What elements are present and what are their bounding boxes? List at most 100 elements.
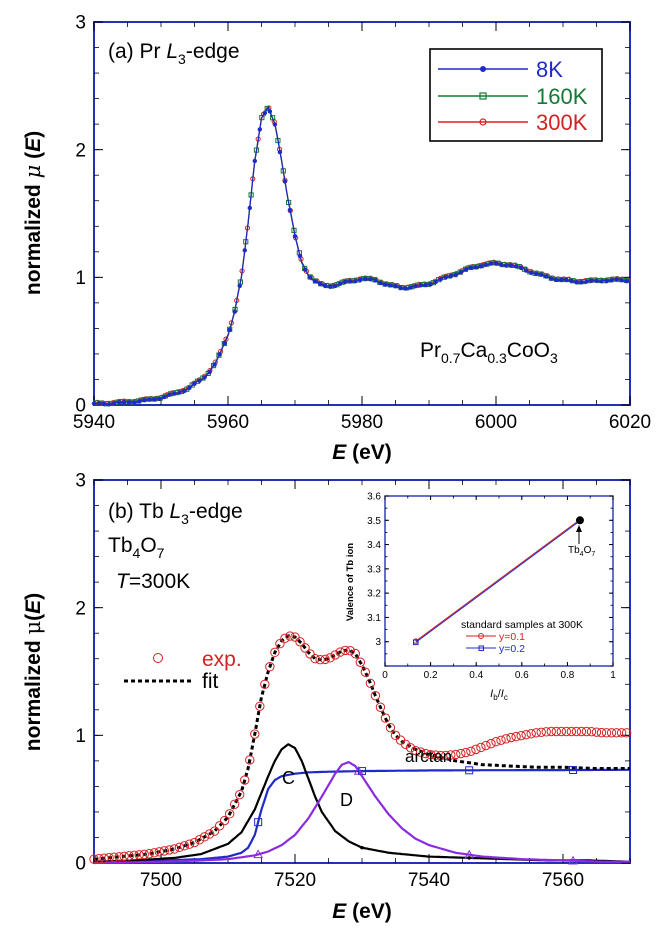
legend-label-300k: 300K [536,110,588,135]
y-tick-label: 0 [75,854,86,875]
data-point-exp [260,679,270,689]
data-point-8k [182,388,187,394]
data-point-exp [179,841,190,851]
data-point-8k [493,261,499,266]
y-tick-label: 3.3 [367,564,381,575]
data-point-d [353,766,364,775]
data-point-exp [194,835,205,845]
inset-chart: 0 0.2 0.4 0.6 0.8 1 3 3.1 3.2 3.3 3.4 3.5 3.6 Valenc… [345,492,616,703]
data-point-8k [458,270,464,275]
panel-a-title: (a) Pr L3-edge [108,40,240,67]
data-point-exp [541,727,551,737]
legend-label-8k: 8K [536,57,563,82]
x-tick-label: 0.4 [469,670,483,681]
data-point-8k [478,264,484,269]
data-point-8k [418,282,423,288]
data-point-exp [275,639,285,649]
data-point-exp [431,750,441,760]
data-point-exp [355,657,366,667]
data-point-8k [413,284,418,289]
data-point-arctan [254,818,263,827]
panel-a-sample-formula: Pr0.7Ca0.3CoO3 [420,339,558,366]
y-tick-label: 2 [75,598,86,619]
data-point-exp [235,789,245,800]
data-point-exp [240,775,250,785]
data-point-8k [513,264,519,269]
data-point-8k [599,278,604,284]
data-point-exp [94,853,104,864]
panel-b-ticks: 7500 7520 7540 7560 0 1 2 3 [75,471,631,891]
data-point-exp [350,648,360,659]
data-point-exp [420,748,431,759]
data-point-8k [267,109,273,114]
data-point-exp [335,647,345,657]
data-point-8k [242,248,247,253]
data-point-8k [302,267,308,272]
data-point-8k [338,281,343,286]
data-point-exp [601,728,612,738]
data-point-exp [506,732,516,743]
data-point-exp [184,839,195,849]
inset-legend-marker-y01 [478,633,484,639]
panel-b-temperature: T=300K [116,570,190,593]
data-point-exp [566,726,577,737]
data-point-8k [232,309,237,314]
data-point-exp [365,678,376,689]
data-point-8k [579,280,584,285]
data-point-8k [137,399,142,404]
data-point-8k [438,276,443,282]
data-point-exp [89,854,99,864]
data-point-exp [531,728,541,738]
data-point-d [253,849,263,859]
legend-marker-300k [479,118,487,126]
data-point-8k [498,262,504,267]
inset-legend-title: standard samples at 300K [461,619,583,631]
annotation-c: C [282,768,295,788]
data-point-exp [571,726,582,737]
legend-label-160k: 160K [536,84,588,109]
data-point-exp [425,749,436,760]
data-point-8k [559,277,564,283]
data-point-exp [551,726,561,737]
data-point-8k [378,280,383,286]
inset-ylabel: Valence of Tb ion [345,543,356,621]
data-point-8k [463,267,469,272]
data-point-8k [549,276,554,281]
data-point-8k [488,261,494,266]
inset-data-point-tb4o7 [575,516,584,525]
data-point-8k [508,263,514,268]
data-point-exp [436,750,446,761]
y-tick-label: 3.2 [367,589,381,600]
data-point-exp [616,728,627,738]
data-point-exp [219,815,230,826]
y-tick-label: 3.6 [367,492,381,503]
legend-marker-8k [480,66,486,72]
data-point-exp [596,727,607,738]
data-point-exp [104,853,114,863]
data-point-exp [265,662,275,672]
data-point-8k [252,158,257,164]
data-point-exp [119,851,129,861]
data-point-8k [353,278,358,284]
data-point-exp [461,747,471,758]
data-point-8k [589,278,594,283]
x-tick-label: 7520 [274,870,316,891]
data-point-8k [534,271,539,277]
data-point-exp [250,729,260,739]
data-point-exp [400,739,411,749]
y-tick-label: 3.4 [367,540,381,551]
x-tick-label: 0.8 [560,670,574,681]
inset-annotation-arrowhead [576,525,582,532]
data-point-exp [511,731,521,742]
x-tick-label: 6020 [609,412,651,433]
data-point-8k [207,369,212,375]
data-point-8k [363,276,368,282]
data-point-exp [481,740,491,751]
data-point-8k [503,263,509,268]
data-point-exp [501,734,511,744]
data-point-8k [483,262,489,268]
inset-series-line-y=0.2 [415,520,581,643]
data-point-exp [114,852,124,862]
data-point-8k [272,122,278,127]
